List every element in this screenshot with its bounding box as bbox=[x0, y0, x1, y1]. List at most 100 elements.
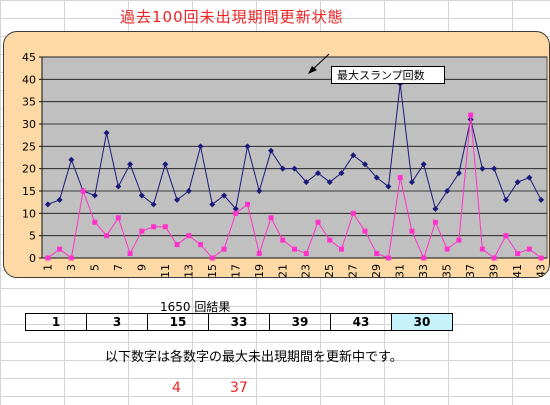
x-tick-label: 39 bbox=[488, 264, 501, 277]
data-point bbox=[197, 143, 204, 150]
result-cell[interactable]: 3 bbox=[86, 313, 148, 331]
data-point bbox=[361, 161, 368, 168]
data-point bbox=[92, 219, 98, 225]
x-tick-label: 35 bbox=[441, 264, 454, 277]
updated-number[interactable]: 37 bbox=[230, 380, 248, 396]
data-point bbox=[303, 251, 309, 257]
data-point bbox=[115, 183, 122, 190]
data-point bbox=[538, 255, 544, 261]
data-point bbox=[209, 255, 215, 261]
data-point bbox=[115, 215, 121, 221]
data-point bbox=[104, 233, 110, 239]
data-point bbox=[444, 246, 450, 252]
data-point bbox=[432, 219, 438, 225]
data-point bbox=[57, 246, 63, 252]
data-point bbox=[455, 170, 462, 177]
x-tick-label: 37 bbox=[464, 264, 477, 277]
data-point bbox=[350, 210, 356, 216]
data-point bbox=[444, 188, 451, 194]
callout-arrow-head bbox=[308, 66, 317, 74]
data-point bbox=[491, 165, 498, 172]
x-tick-label: 33 bbox=[417, 264, 430, 277]
data-point bbox=[303, 179, 310, 186]
data-point bbox=[350, 152, 357, 159]
plot-area bbox=[41, 56, 548, 259]
results-table: 1 3 15 33 39 43 30 bbox=[25, 313, 453, 331]
y-tick-label: 25 bbox=[22, 140, 36, 153]
result-cell[interactable]: 39 bbox=[269, 313, 331, 331]
data-point bbox=[80, 188, 86, 194]
x-tick-label: 3 bbox=[65, 264, 78, 271]
updated-number[interactable]: 4 bbox=[172, 380, 181, 396]
data-point bbox=[315, 219, 321, 225]
data-point bbox=[232, 205, 239, 212]
data-point bbox=[150, 201, 157, 208]
data-point bbox=[374, 251, 380, 257]
data-point bbox=[538, 196, 545, 203]
data-point bbox=[479, 246, 485, 252]
x-tick-label: 25 bbox=[323, 264, 336, 277]
x-tick-label: 5 bbox=[88, 264, 101, 271]
result-cell[interactable]: 33 bbox=[208, 313, 270, 331]
data-point bbox=[432, 205, 439, 212]
data-point bbox=[151, 224, 157, 230]
result-cell[interactable]: 15 bbox=[147, 313, 209, 331]
data-point bbox=[327, 237, 333, 243]
data-point bbox=[326, 179, 333, 186]
data-point bbox=[186, 233, 192, 239]
data-point bbox=[221, 192, 228, 199]
data-point bbox=[174, 196, 181, 203]
data-point bbox=[268, 147, 275, 154]
data-point bbox=[162, 224, 168, 230]
data-point bbox=[103, 129, 110, 136]
data-point bbox=[256, 188, 263, 194]
data-point bbox=[68, 156, 75, 163]
x-tick-label: 13 bbox=[182, 264, 195, 277]
data-point bbox=[314, 170, 321, 177]
x-tick-label: 17 bbox=[229, 264, 242, 277]
result-cell[interactable]: 43 bbox=[330, 313, 392, 331]
data-point bbox=[256, 251, 262, 257]
x-tick-label: 11 bbox=[159, 264, 172, 277]
x-tick-label: 23 bbox=[300, 264, 313, 277]
y-tick-label: 15 bbox=[22, 185, 36, 198]
data-point bbox=[91, 192, 98, 199]
x-tick-label: 29 bbox=[370, 264, 383, 277]
data-point bbox=[526, 174, 533, 181]
y-tick-label: 35 bbox=[22, 96, 36, 109]
data-point bbox=[491, 255, 497, 261]
max-slump-callout: 最大スランプ回数 bbox=[331, 66, 445, 84]
x-tick-label: 43 bbox=[535, 264, 548, 277]
data-point bbox=[45, 255, 51, 261]
data-point bbox=[56, 196, 63, 203]
data-point bbox=[162, 161, 169, 168]
data-point bbox=[397, 175, 403, 181]
result-cell[interactable]: 1 bbox=[25, 313, 87, 331]
data-point bbox=[245, 201, 251, 207]
data-point bbox=[68, 255, 74, 261]
data-point bbox=[515, 251, 521, 257]
data-point bbox=[385, 255, 391, 261]
data-point bbox=[268, 215, 274, 221]
y-tick-label: 30 bbox=[22, 118, 36, 131]
draw-result-label: 1650 回結果 bbox=[160, 300, 231, 314]
chart-panel[interactable]: 0 5 10 15 20 25 30 35 40 45 1 3 5 7 9 11 13 15 17 19 21 23 25 2… bbox=[3, 31, 550, 278]
y-tick-label: 45 bbox=[22, 51, 36, 64]
page-title: 過去100回未出現期間更新状態 bbox=[120, 8, 344, 26]
y-tick-label: 0 bbox=[29, 252, 36, 265]
x-tick-label: 19 bbox=[253, 264, 266, 277]
x-tick-label: 15 bbox=[206, 264, 219, 277]
data-point bbox=[503, 233, 509, 239]
y-tick-label: 40 bbox=[22, 73, 36, 86]
data-point bbox=[409, 228, 415, 234]
data-point bbox=[408, 179, 415, 186]
data-point bbox=[185, 188, 192, 194]
data-point bbox=[291, 165, 298, 172]
data-point bbox=[456, 237, 462, 243]
data-point bbox=[338, 246, 344, 252]
x-tick-label: 27 bbox=[347, 264, 360, 277]
data-point bbox=[174, 242, 180, 248]
data-point bbox=[468, 112, 474, 118]
bonus-result-cell[interactable]: 30 bbox=[391, 313, 453, 331]
